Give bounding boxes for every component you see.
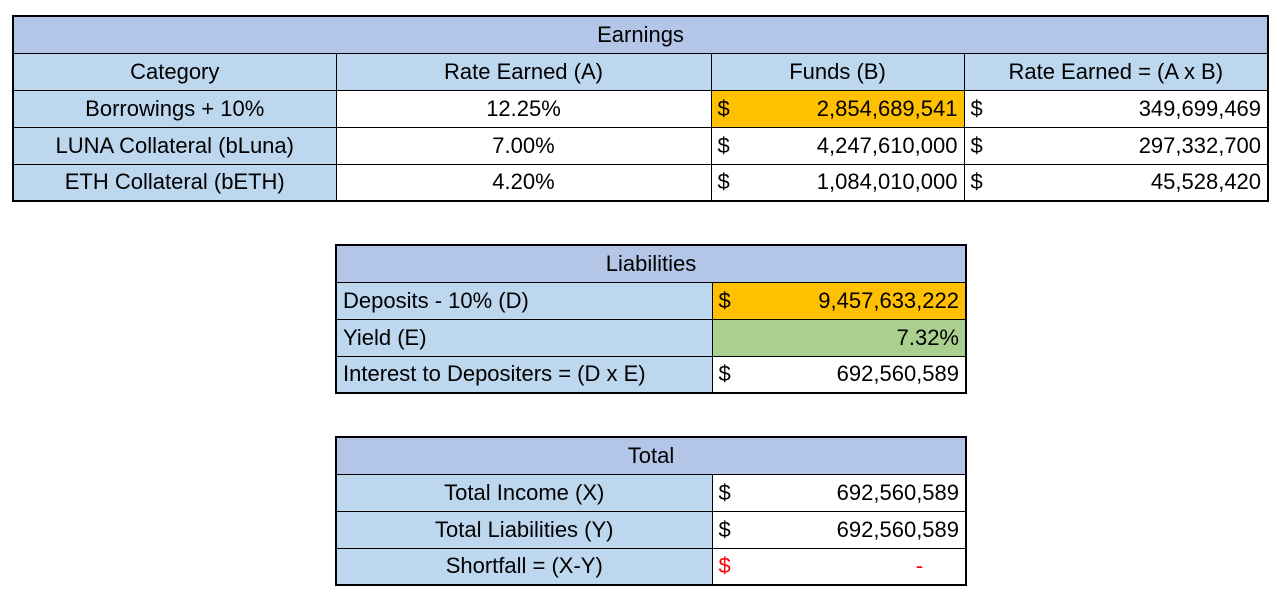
rate-cell[interactable]: 7.00% [335,126,712,165]
currency-symbol: $ [717,132,730,158]
table-row: Shortfall = (X-Y) $ - [335,547,967,586]
column-header-rate: Rate Earned (A) [335,52,712,91]
earnings-title: Earnings [12,15,1269,54]
deposits-label[interactable]: Deposits - 10% (D) [335,281,713,320]
table-row: Total Liabilities (Y) $692,560,589 [335,510,967,549]
earned-cell[interactable]: $349,699,469 [963,89,1269,128]
currency-symbol: $ [970,95,983,121]
total-liabilities-value: 692,560,589 [836,516,960,542]
currency-symbol: $ [717,95,730,121]
total-income-cell[interactable]: $692,560,589 [711,473,967,512]
table-row: Yield (E) 7.32% [335,318,967,357]
table-row: LUNA Collateral (bLuna) 7.00% $4,247,610… [12,126,1269,165]
category-cell[interactable]: ETH Collateral (bETH) [12,163,337,202]
currency-symbol: $ [718,361,731,387]
currency-symbol: $ [718,516,731,542]
liabilities-table: Liabilities Deposits - 10% (D) $9,457,63… [335,244,967,394]
table-row: Borrowings + 10% 12.25% $2,854,689,541 $… [12,89,1269,128]
currency-symbol: $ [970,169,983,195]
funds-value: 4,247,610,000 [816,132,958,158]
table-title-row: Total [335,436,967,475]
table-title-row: Earnings [12,15,1269,54]
table-row: ETH Collateral (bETH) 4.20% $1,084,010,0… [12,163,1269,202]
category-cell[interactable]: LUNA Collateral (bLuna) [12,126,337,165]
table-title-row: Liabilities [335,244,967,283]
earned-value: 349,699,469 [1138,95,1262,121]
funds-cell[interactable]: $1,084,010,000 [710,163,965,202]
total-income-label[interactable]: Total Income (X) [335,473,713,512]
earned-cell[interactable]: $297,332,700 [963,126,1269,165]
earned-value: 297,332,700 [1138,132,1262,158]
currency-symbol: $ [717,169,730,195]
funds-value: 2,854,689,541 [816,95,958,121]
interest-value: 692,560,589 [836,361,959,387]
column-header-earned: Rate Earned = (A x B) [963,52,1269,91]
total-liabilities-label[interactable]: Total Liabilities (Y) [335,510,713,549]
interest-cell[interactable]: $692,560,589 [711,355,967,394]
yield-cell[interactable]: 7.32% [711,318,967,357]
rate-cell[interactable]: 12.25% [335,89,712,128]
deposits-value: 9,457,633,222 [818,287,959,313]
currency-symbol: $ [718,553,731,579]
column-header-funds: Funds (B) [710,52,965,91]
table-row: Interest to Depositers = (D x E) $692,56… [335,355,967,394]
liabilities-title: Liabilities [335,244,967,283]
earnings-table: Earnings Category Rate Earned (A) Funds … [12,15,1270,202]
rate-cell[interactable]: 4.20% [335,163,712,202]
column-header-category: Category [12,52,337,91]
shortfall-label[interactable]: Shortfall = (X-Y) [335,547,713,586]
category-cell[interactable]: Borrowings + 10% [12,89,337,128]
currency-symbol: $ [718,287,731,313]
table-row: Deposits - 10% (D) $9,457,633,222 [335,281,967,320]
total-table: Total Total Income (X) $692,560,589 Tota… [335,436,968,586]
total-title: Total [335,436,967,475]
table-row: Total Income (X) $692,560,589 [335,473,967,512]
total-income-value: 692,560,589 [836,479,960,505]
funds-value: 1,084,010,000 [816,169,958,195]
table-header-row: Category Rate Earned (A) Funds (B) Rate … [12,52,1269,91]
funds-cell[interactable]: $2,854,689,541 [710,89,965,128]
currency-symbol: $ [718,479,731,505]
yield-label[interactable]: Yield (E) [335,318,713,357]
deposits-cell[interactable]: $9,457,633,222 [711,281,967,320]
currency-symbol: $ [970,132,983,158]
earned-cell[interactable]: $45,528,420 [963,163,1269,202]
interest-label[interactable]: Interest to Depositers = (D x E) [335,355,713,394]
earned-value: 45,528,420 [1150,169,1262,195]
shortfall-value: - [915,553,924,579]
shortfall-cell[interactable]: $ - [711,547,967,586]
funds-cell[interactable]: $4,247,610,000 [710,126,965,165]
total-liabilities-cell[interactable]: $692,560,589 [711,510,967,549]
